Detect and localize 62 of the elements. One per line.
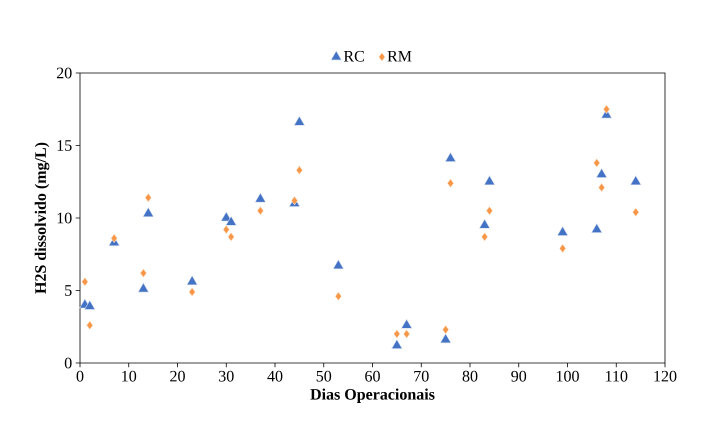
y-tick-label: 10 xyxy=(58,212,72,224)
x-tick-label: 50 xyxy=(316,370,332,382)
point xyxy=(442,325,450,334)
point xyxy=(86,320,94,330)
x-axis-title: Dias Operacionais xyxy=(310,388,435,403)
point xyxy=(226,216,237,226)
x-tick-label: 110 xyxy=(606,370,628,382)
x-tick-label: 100 xyxy=(556,370,579,382)
point xyxy=(391,339,402,349)
point xyxy=(138,282,149,292)
point xyxy=(142,207,154,217)
point xyxy=(484,175,495,186)
point xyxy=(256,206,264,216)
point xyxy=(447,178,454,188)
y-tick-label: 5 xyxy=(65,285,72,296)
point xyxy=(188,287,196,296)
legend-label: RC xyxy=(344,50,364,62)
y-tick-label: 15 xyxy=(58,140,72,151)
y-tick-label: 20 xyxy=(56,68,72,78)
point xyxy=(598,183,606,192)
point xyxy=(110,234,118,243)
point xyxy=(296,166,303,175)
point xyxy=(486,206,493,216)
point xyxy=(479,218,490,229)
y-tick-label: 0 xyxy=(64,358,72,368)
x-tick-label: 70 xyxy=(414,370,429,382)
point xyxy=(557,226,568,236)
point xyxy=(186,275,198,286)
x-tick-label: 0 xyxy=(76,370,84,382)
point xyxy=(593,158,600,168)
point xyxy=(84,300,96,310)
point xyxy=(81,277,88,286)
point xyxy=(393,329,400,338)
point xyxy=(140,268,147,278)
y-axis-title: H2S dissolvido (mg/L) xyxy=(34,142,50,294)
x-tick-label: 90 xyxy=(511,370,526,382)
point xyxy=(596,168,608,178)
x-tick-label: 120 xyxy=(654,370,676,382)
legend-label: RM xyxy=(388,50,412,62)
x-tick-label: 30 xyxy=(219,370,234,382)
point xyxy=(481,232,488,242)
point xyxy=(603,104,610,114)
point xyxy=(294,116,305,126)
x-tick-label: 80 xyxy=(462,370,478,382)
point xyxy=(332,260,344,270)
point xyxy=(403,329,410,338)
point xyxy=(401,318,412,329)
point xyxy=(228,232,235,242)
point xyxy=(334,292,342,301)
point xyxy=(254,192,266,202)
point xyxy=(630,175,642,186)
x-tick-label: 20 xyxy=(170,370,185,382)
x-tick-label: 60 xyxy=(365,370,380,382)
point xyxy=(632,208,640,217)
x-tick-label: 40 xyxy=(267,370,282,382)
x-tick-label: 10 xyxy=(122,370,136,382)
point xyxy=(445,152,456,162)
point xyxy=(559,244,566,253)
point xyxy=(591,223,602,233)
point xyxy=(222,225,230,234)
point xyxy=(440,333,452,344)
point xyxy=(144,193,152,202)
